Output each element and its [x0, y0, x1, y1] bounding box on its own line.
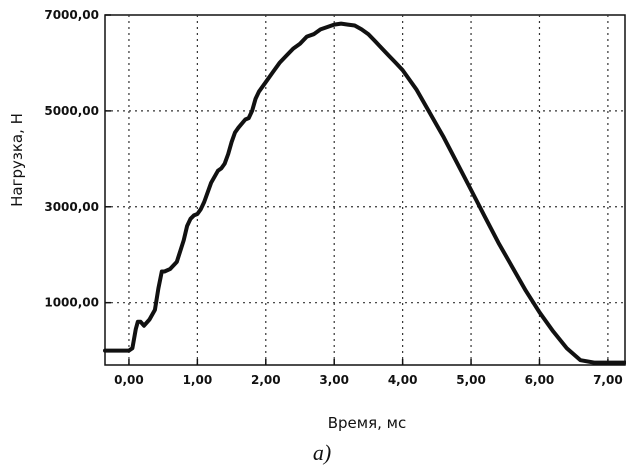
x-tick-label: 3,00: [319, 373, 349, 387]
x-tick-label: 7,00: [593, 373, 623, 387]
tick-marks: [105, 14, 609, 365]
plot-area: [104, 14, 626, 366]
figure-caption: а): [313, 440, 331, 465]
x-tick-label: 2,00: [251, 373, 281, 387]
y-tick-label: 5000,00: [44, 104, 99, 118]
y-tick-label: 1000,00: [44, 296, 99, 310]
x-tick-label: 1,00: [183, 373, 213, 387]
x-tick-label: 6,00: [525, 373, 555, 387]
y-tick-label: 7000,00: [44, 8, 99, 22]
y-tick-label: 3000,00: [44, 200, 99, 214]
x-tick-label: 4,00: [388, 373, 418, 387]
y-axis-title: Нагрузка, Н: [8, 113, 26, 207]
x-tick-label: 0,00: [114, 373, 144, 387]
x-axis-title: Время, мс: [328, 414, 406, 432]
y-tick-labels: 1000,00 3000,00 5000,00 7000,00: [44, 8, 99, 310]
x-tick-labels: 0,00 1,00 2,00 3,00 4,00 5,00 6,00 7,00: [114, 373, 623, 387]
x-tick-label: 5,00: [456, 373, 486, 387]
series-line: [103, 21, 626, 365]
